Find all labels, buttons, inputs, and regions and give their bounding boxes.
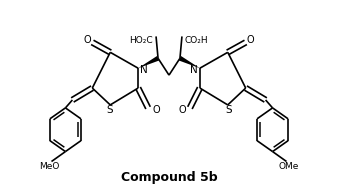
Text: OMe: OMe [278, 162, 298, 171]
Text: O: O [178, 105, 186, 115]
Polygon shape [138, 56, 159, 68]
Text: N: N [190, 65, 198, 75]
Polygon shape [179, 56, 200, 68]
Text: CO₂H: CO₂H [185, 36, 209, 45]
Text: HO₂C: HO₂C [129, 36, 153, 45]
Text: S: S [106, 105, 113, 115]
Text: N: N [140, 65, 148, 75]
Text: S: S [225, 105, 232, 115]
Text: MeO: MeO [40, 162, 60, 171]
Text: O: O [83, 35, 91, 45]
Text: Compound 5b: Compound 5b [121, 171, 217, 184]
Text: O: O [152, 105, 160, 115]
Text: O: O [247, 35, 255, 45]
